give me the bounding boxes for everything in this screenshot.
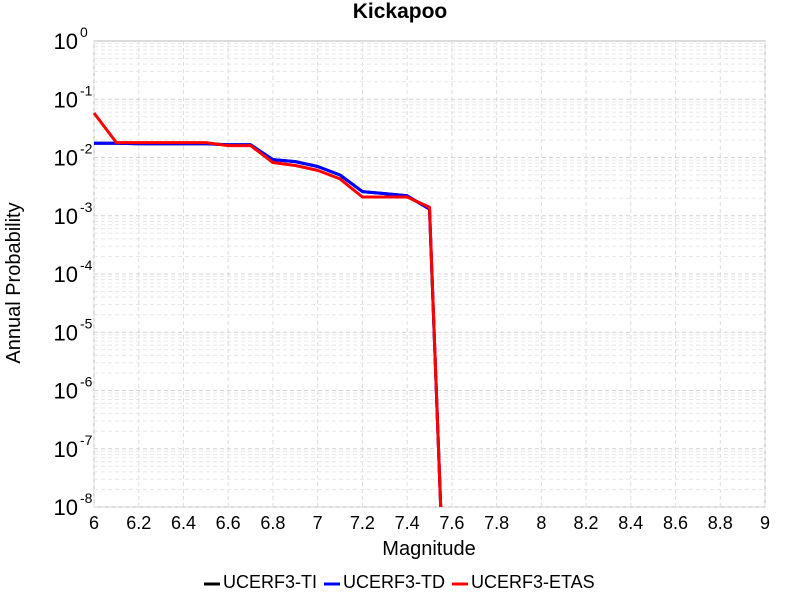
x-axis-ticks: 6 6.2 6.4 6.6 6.8 7 7.2 7.4 7.6 7.8 8 8.2 8.4 8.6 8.8 9 — [89, 513, 770, 533]
x-tick-label: 7.6 — [439, 513, 464, 533]
chart-title: Kickapoo — [353, 0, 448, 23]
y-tick-exponent: -4 — [80, 257, 93, 273]
x-tick-label: 8.2 — [574, 513, 599, 533]
y-tick-exponent: -7 — [80, 432, 93, 448]
y-tick-exponent: -5 — [80, 315, 93, 331]
x-tick-label: 8.6 — [663, 513, 688, 533]
series-layer — [92, 112, 443, 508]
y-tick-label: 10 -6 — [54, 374, 93, 404]
x-tick-label: 8 — [536, 513, 546, 533]
y-tick-base: 10 — [54, 204, 78, 229]
legend-item: UCERF3-ETAS — [452, 572, 595, 592]
x-tick-label: 7.4 — [395, 513, 420, 533]
y-tick-base: 10 — [54, 495, 78, 520]
y-tick-exponent: -1 — [80, 82, 93, 98]
legend: UCERF3-TI UCERF3-TD UCERF3-ETAS — [204, 572, 595, 592]
y-tick-label: 10 -8 — [54, 490, 93, 520]
y-tick-base: 10 — [54, 146, 78, 171]
y-tick-base: 10 — [54, 379, 78, 404]
y-tick-label: 10 -7 — [54, 432, 93, 462]
plot-area — [92, 40, 766, 508]
legend-item: UCERF3-TD — [324, 572, 445, 592]
x-tick-label: 6.4 — [171, 513, 196, 533]
y-tick-exponent: -2 — [80, 141, 93, 157]
y-tick-label: 10 -3 — [54, 199, 93, 229]
x-tick-label: 6.2 — [126, 513, 151, 533]
x-tick-label: 6.8 — [260, 513, 285, 533]
y-tick-label: 10 -1 — [54, 82, 93, 112]
grid — [93, 41, 766, 508]
x-axis-label: Magnitude — [382, 538, 475, 560]
y-tick-base: 10 — [54, 320, 78, 345]
plot-frame — [93, 40, 766, 508]
y-tick-exponent: -8 — [80, 490, 93, 506]
x-tick-label: 9 — [760, 513, 770, 533]
legend-item: UCERF3-TI — [204, 572, 317, 592]
y-tick-label: 10 0 — [54, 24, 88, 54]
y-tick-base: 10 — [54, 262, 78, 287]
y-tick-base: 10 — [54, 87, 78, 112]
y-tick-exponent: 0 — [80, 24, 88, 40]
y-tick-label: 10 -2 — [54, 141, 93, 171]
legend-label: UCERF3-TD — [343, 572, 445, 592]
y-tick-exponent: -3 — [80, 199, 93, 215]
y-tick-label: 10 -4 — [54, 257, 93, 287]
x-tick-label: 6.6 — [216, 513, 241, 533]
legend-label: UCERF3-ETAS — [471, 572, 595, 592]
y-tick-exponent: -6 — [80, 374, 93, 390]
x-tick-label: 8.8 — [708, 513, 733, 533]
x-tick-label: 7.2 — [350, 513, 375, 533]
series-line-ucerf3-etas — [92, 112, 443, 508]
y-tick-label: 10 -5 — [54, 315, 93, 345]
legend-label: UCERF3-TI — [223, 572, 317, 592]
x-tick-label: 7 — [313, 513, 323, 533]
y-axis-label: Annual Probability — [3, 202, 25, 363]
y-tick-base: 10 — [54, 437, 78, 462]
x-tick-label: 7.8 — [484, 513, 509, 533]
y-tick-base: 10 — [54, 29, 78, 54]
x-tick-label: 8.4 — [618, 513, 643, 533]
x-tick-label: 6 — [89, 513, 99, 533]
